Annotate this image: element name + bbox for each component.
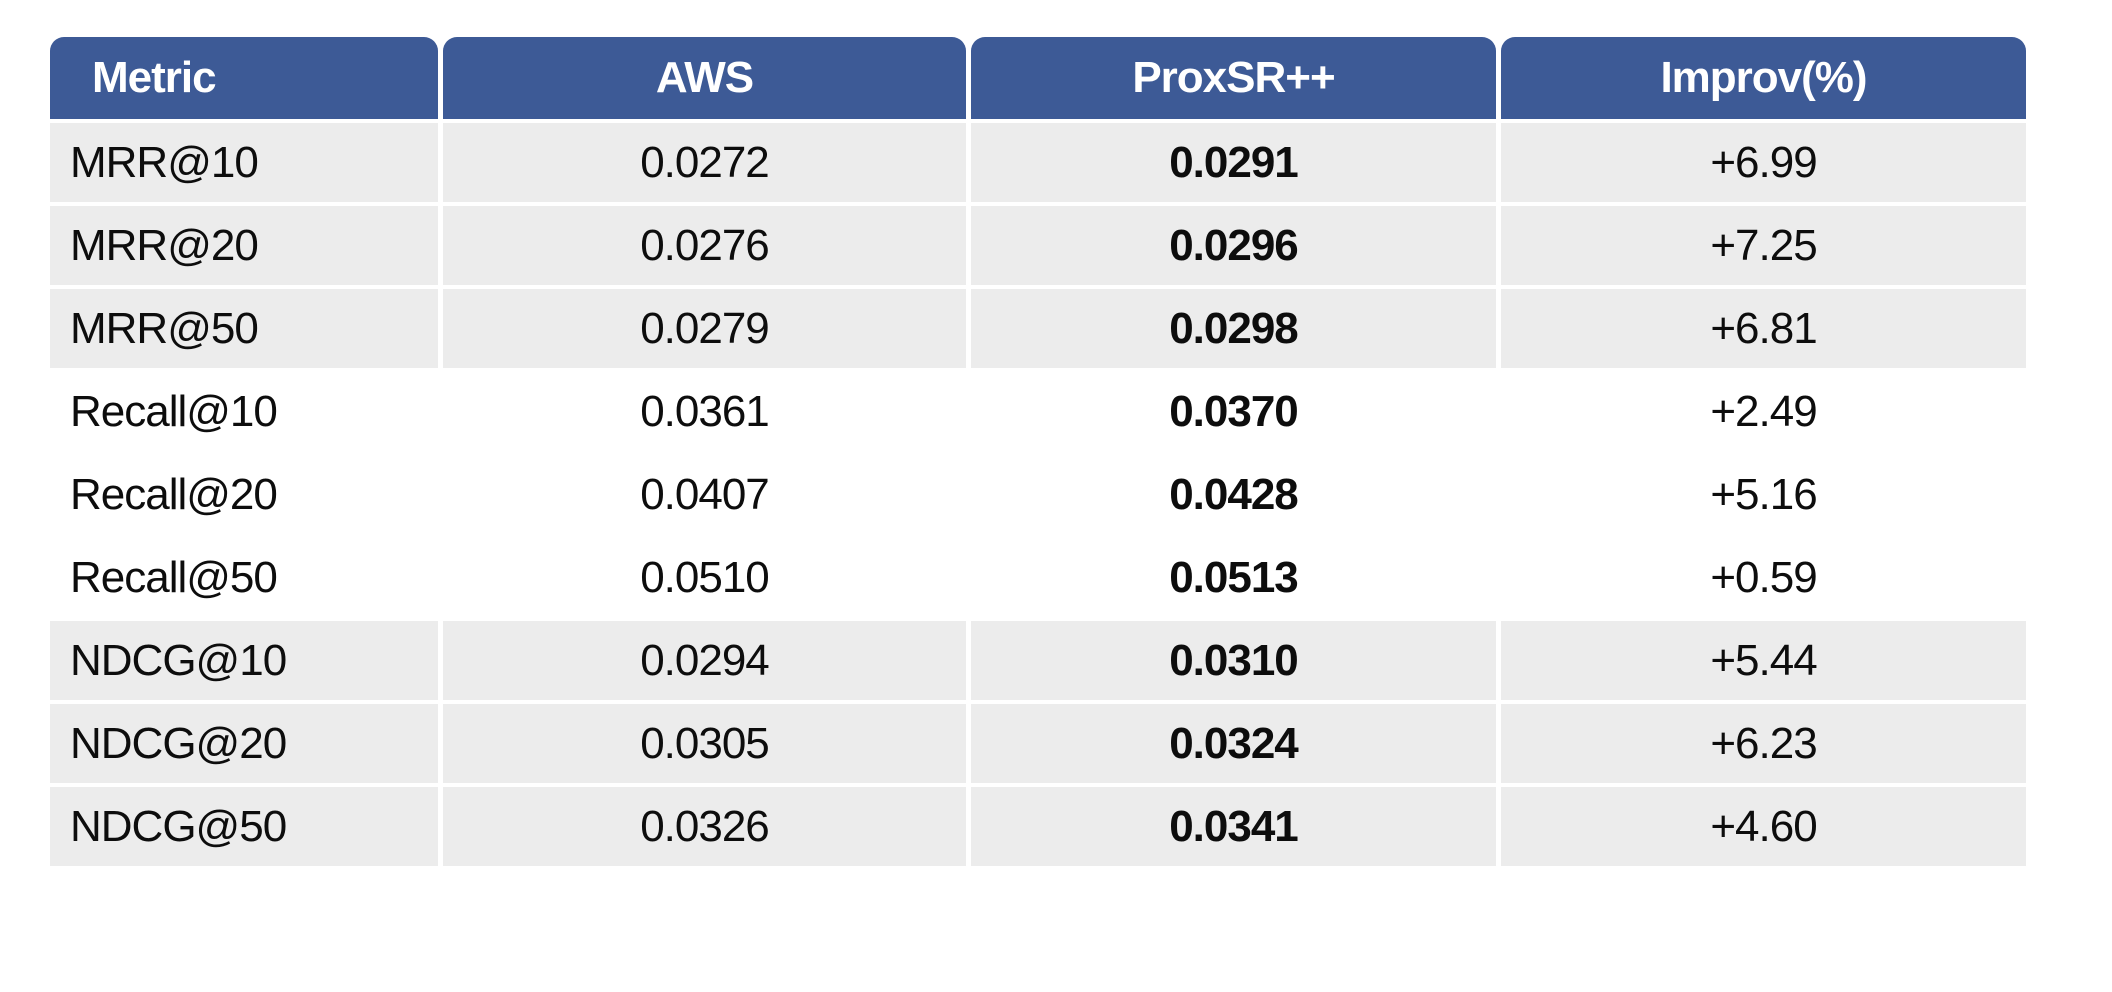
header-improv: Improv(%) xyxy=(1501,37,2026,119)
table-row: NDCG@10 0.0294 0.0310 +5.44 xyxy=(50,621,2026,700)
proxsr-value-cell: 0.0298 xyxy=(971,289,1496,368)
metrics-comparison-table: Metric AWS ProxSR++ Improv(%) MRR@10 0.0… xyxy=(45,33,2031,870)
table-header: Metric AWS ProxSR++ Improv(%) xyxy=(50,37,2026,119)
proxsr-value-cell: 0.0296 xyxy=(971,206,1496,285)
header-metric: Metric xyxy=(50,37,438,119)
header-row: Metric AWS ProxSR++ Improv(%) xyxy=(50,37,2026,119)
improv-value-cell: +4.60 xyxy=(1501,787,2026,866)
improv-value-cell: +2.49 xyxy=(1501,372,2026,451)
aws-value-cell: 0.0272 xyxy=(443,123,966,202)
header-aws: AWS xyxy=(443,37,966,119)
metric-cell: NDCG@10 xyxy=(50,621,438,700)
aws-value-cell: 0.0276 xyxy=(443,206,966,285)
aws-value-cell: 0.0510 xyxy=(443,538,966,617)
metric-cell: MRR@50 xyxy=(50,289,438,368)
metric-cell: Recall@20 xyxy=(50,455,438,534)
proxsr-value-cell: 0.0310 xyxy=(971,621,1496,700)
proxsr-value-cell: 0.0324 xyxy=(971,704,1496,783)
proxsr-value-cell: 0.0513 xyxy=(971,538,1496,617)
table-row: Recall@50 0.0510 0.0513 +0.59 xyxy=(50,538,2026,617)
table-row: MRR@10 0.0272 0.0291 +6.99 xyxy=(50,123,2026,202)
metric-cell: NDCG@20 xyxy=(50,704,438,783)
improv-value-cell: +6.81 xyxy=(1501,289,2026,368)
table-row: NDCG@20 0.0305 0.0324 +6.23 xyxy=(50,704,2026,783)
aws-value-cell: 0.0326 xyxy=(443,787,966,866)
improv-value-cell: +6.99 xyxy=(1501,123,2026,202)
improv-value-cell: +5.16 xyxy=(1501,455,2026,534)
aws-value-cell: 0.0294 xyxy=(443,621,966,700)
proxsr-value-cell: 0.0341 xyxy=(971,787,1496,866)
header-proxsr: ProxSR++ xyxy=(971,37,1496,119)
proxsr-value-cell: 0.0428 xyxy=(971,455,1496,534)
table-row: MRR@50 0.0279 0.0298 +6.81 xyxy=(50,289,2026,368)
improv-value-cell: +7.25 xyxy=(1501,206,2026,285)
aws-value-cell: 0.0361 xyxy=(443,372,966,451)
table-row: MRR@20 0.0276 0.0296 +7.25 xyxy=(50,206,2026,285)
metric-cell: MRR@10 xyxy=(50,123,438,202)
proxsr-value-cell: 0.0370 xyxy=(971,372,1496,451)
aws-value-cell: 0.0407 xyxy=(443,455,966,534)
table-row: Recall@10 0.0361 0.0370 +2.49 xyxy=(50,372,2026,451)
table-body: MRR@10 0.0272 0.0291 +6.99 MRR@20 0.0276… xyxy=(50,123,2026,866)
table-row: NDCG@50 0.0326 0.0341 +4.60 xyxy=(50,787,2026,866)
improv-value-cell: +5.44 xyxy=(1501,621,2026,700)
improv-value-cell: +6.23 xyxy=(1501,704,2026,783)
metric-cell: NDCG@50 xyxy=(50,787,438,866)
metric-cell: MRR@20 xyxy=(50,206,438,285)
aws-value-cell: 0.0279 xyxy=(443,289,966,368)
metric-cell: Recall@10 xyxy=(50,372,438,451)
metric-cell: Recall@50 xyxy=(50,538,438,617)
aws-value-cell: 0.0305 xyxy=(443,704,966,783)
improv-value-cell: +0.59 xyxy=(1501,538,2026,617)
proxsr-value-cell: 0.0291 xyxy=(971,123,1496,202)
table-row: Recall@20 0.0407 0.0428 +5.16 xyxy=(50,455,2026,534)
